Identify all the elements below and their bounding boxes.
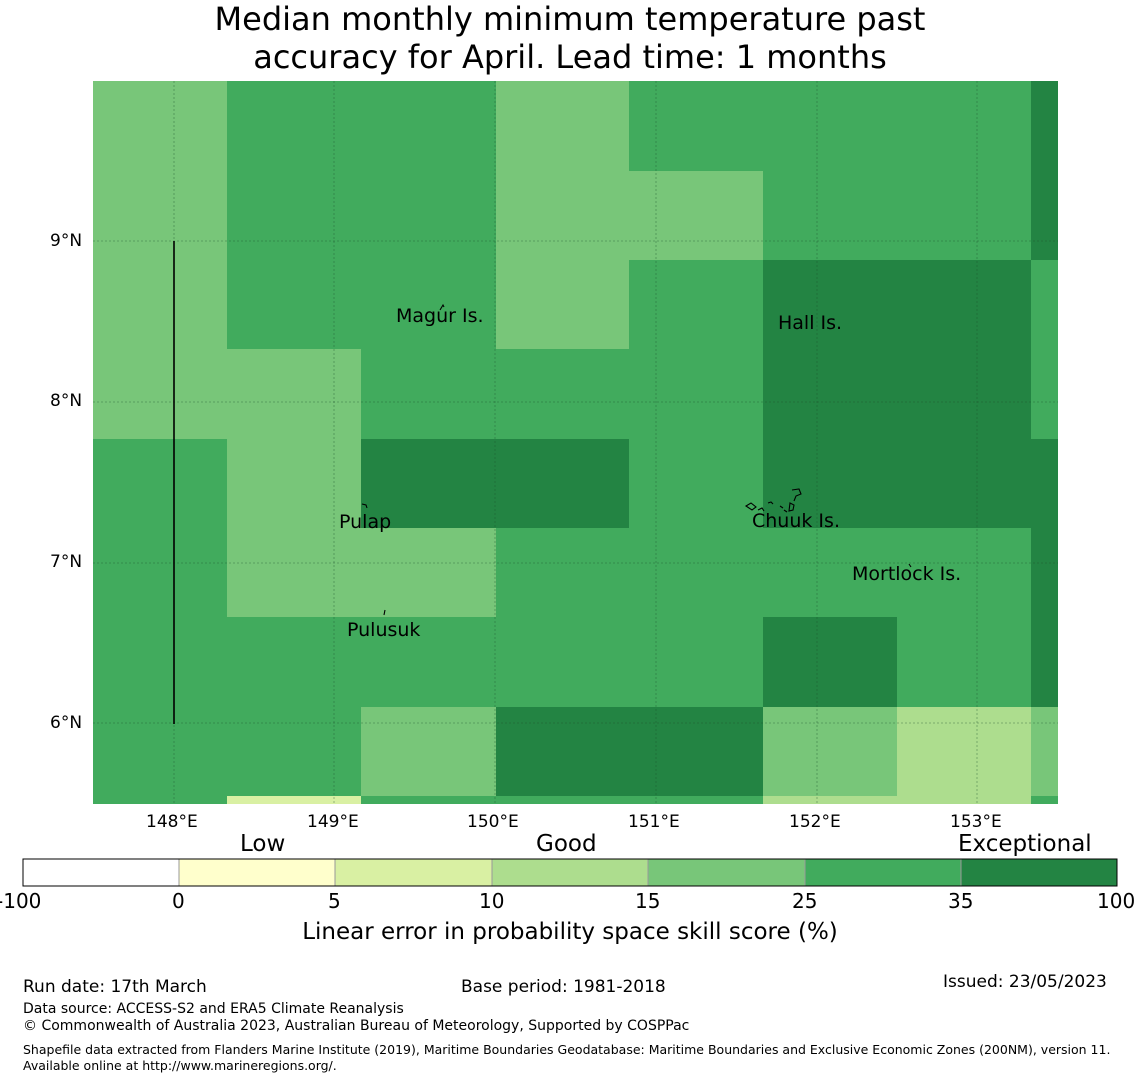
lon-label-150e: 150°E	[467, 812, 519, 832]
grid-cell	[897, 707, 1031, 796]
lon-label-149e: 149°E	[307, 812, 359, 832]
grid-cell	[1031, 617, 1058, 707]
lat-label-7n: 7°N	[50, 552, 83, 572]
place-label-mortlock: Mortlock Is.	[852, 563, 962, 585]
copyright: © Commonwealth of Australia 2023, Austra…	[23, 1018, 690, 1034]
grid-cell	[763, 171, 1031, 260]
grid-cell	[496, 260, 629, 349]
grid-cell	[227, 81, 496, 171]
mortlock-island-shape	[908, 563, 912, 568]
grid-cell	[227, 528, 496, 617]
island-outlines	[361, 303, 912, 616]
grid-cell	[897, 617, 1031, 707]
grid-cell	[361, 707, 496, 796]
colorbar-tick: 25	[792, 889, 818, 913]
grid-cell	[361, 796, 496, 804]
colorbar-tick: 15	[635, 889, 661, 913]
colorbar-segment	[961, 859, 1117, 886]
grid-cell	[93, 171, 227, 260]
grid-cell	[1031, 528, 1058, 617]
grid-cell	[763, 707, 897, 796]
grid-cell	[763, 617, 897, 707]
lon-label-148e: 148°E	[146, 812, 198, 832]
magur-island-shape	[439, 303, 445, 311]
colorbar-category-good: Good	[536, 831, 597, 857]
lat-label-9n: 9°N	[50, 231, 83, 251]
colorbar-segment	[805, 859, 961, 886]
grid-cell	[93, 439, 227, 528]
grid-cell	[227, 171, 496, 260]
grid-cell	[763, 796, 1031, 804]
grid-cell	[93, 707, 361, 796]
issued-date: Issued: 23/05/2023	[943, 972, 1107, 992]
grid-cell	[227, 260, 496, 349]
lon-label-151e: 151°E	[628, 812, 680, 832]
pulusuk-island-shape	[383, 609, 386, 616]
grid-cell	[1031, 349, 1058, 439]
grid-cell	[763, 260, 1031, 349]
colorbar-tick: 10	[479, 889, 505, 913]
base-period: Base period: 1981-2018	[461, 977, 666, 997]
pulap-island-shape	[361, 503, 368, 509]
place-label-pulap: Pulap	[339, 511, 392, 533]
colorbar-segment	[335, 859, 492, 886]
colorbar-category-low: Low	[240, 831, 286, 857]
grid-cell	[361, 439, 629, 528]
grid-cell	[227, 439, 361, 528]
place-label-magur: Magur Is.	[396, 305, 484, 327]
grid-cell	[93, 796, 227, 804]
data-source: Data source: ACCESS-S2 and ERA5 Climate …	[23, 1001, 404, 1017]
chuuk-island-shape	[744, 488, 802, 513]
lat-label-8n: 8°N	[50, 391, 83, 411]
skill-grid	[93, 81, 1058, 804]
colorbar-tick: 35	[948, 889, 974, 913]
colorbar-tick: 5	[328, 889, 341, 913]
grid-cell	[629, 439, 763, 528]
colorbar-tick: 100	[1097, 889, 1136, 913]
grid-cell	[227, 796, 361, 804]
colorbar-segment	[23, 859, 179, 886]
colorbar	[22, 858, 1118, 887]
grid-cell	[1031, 171, 1058, 260]
lon-label-152e: 152°E	[789, 812, 841, 832]
shapefile-credit: Shapefile data extracted from Flanders M…	[23, 1042, 1111, 1073]
colorbar-tick: 0	[172, 889, 185, 913]
colorbar-category-exceptional: Exceptional	[958, 831, 1092, 857]
title-line-2: accuracy for April. Lead time: 1 months	[253, 38, 887, 76]
grid-cell	[1031, 796, 1058, 804]
colorbar-segment	[648, 859, 805, 886]
title-line-1: Median monthly minimum temperature past	[214, 0, 926, 38]
grid-cell	[1031, 707, 1058, 796]
grid-cell	[93, 260, 227, 349]
place-label-chuuk: Chuuk Is.	[752, 510, 840, 532]
grid-cell	[93, 349, 361, 439]
grid-cell	[629, 260, 763, 349]
colorbar-tick: -100	[0, 889, 42, 913]
grid-cell	[496, 171, 763, 260]
grid-cell	[1031, 81, 1058, 171]
grid-cell	[496, 796, 763, 804]
grid-cell	[1031, 260, 1058, 349]
grid-cell	[763, 349, 1031, 439]
grid-cell	[496, 707, 763, 796]
map-title: Median monthly minimum temperature past …	[0, 0, 1140, 76]
colorbar-segment	[492, 859, 648, 886]
grid-cell	[496, 528, 1031, 617]
place-label-hall: Hall Is.	[778, 312, 843, 334]
grid-cell	[763, 439, 1058, 528]
grid-cell	[93, 81, 227, 171]
grid-cell	[496, 81, 629, 171]
grid-cell	[361, 349, 763, 439]
colorbar-frame	[22, 858, 1118, 887]
grid-cell	[93, 617, 763, 707]
grid-cell	[93, 528, 227, 617]
grid-cell	[629, 81, 1031, 171]
place-label-pulusuk: Pulusuk	[347, 619, 421, 641]
lon-label-153e: 153°E	[950, 812, 1002, 832]
lat-label-6n: 6°N	[50, 713, 83, 733]
colorbar-segment	[179, 859, 335, 886]
run-date: Run date: 17th March	[23, 977, 207, 997]
colorbar-title: Linear error in probability space skill …	[302, 919, 838, 945]
